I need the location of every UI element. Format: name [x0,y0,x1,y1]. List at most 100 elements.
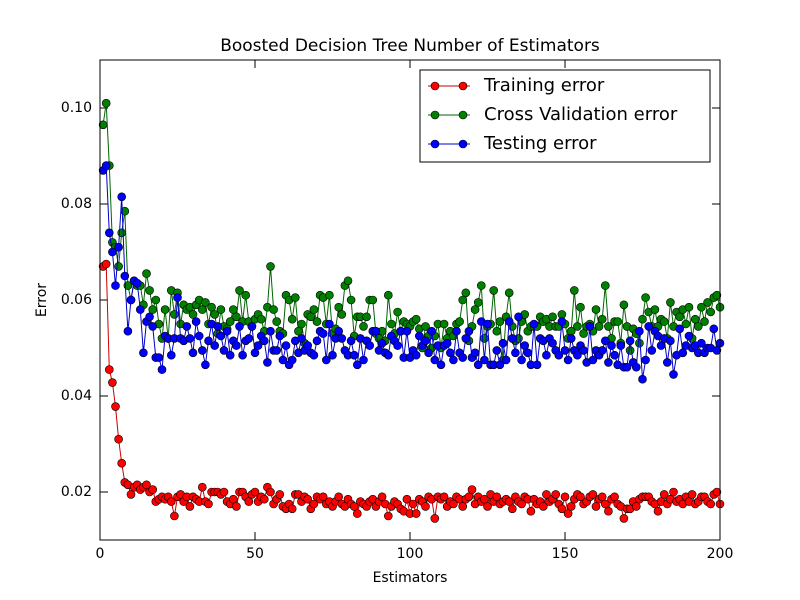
data-point [253,341,263,350]
data-point [662,358,672,367]
data-point [201,360,210,370]
data-point [402,326,412,336]
data-point [461,288,471,298]
data-point [560,492,570,502]
data-point [538,502,548,511]
data-point [377,492,387,502]
data-point [411,509,421,518]
data-point [325,290,334,300]
data-point [352,360,362,370]
data-point [114,434,123,444]
data-point [188,310,198,319]
data-point [712,487,722,497]
data-point [458,295,468,305]
data-point [259,336,269,346]
data-point [449,355,458,365]
data-point [464,492,474,502]
data-point [666,298,675,307]
data-point [250,487,260,497]
data-point [142,269,151,278]
x-tick-label: 0 [96,546,105,562]
data-point [480,355,489,365]
legend-marker [430,81,440,91]
data-point [194,331,204,341]
data-point [563,509,573,518]
data-point [520,341,530,350]
data-point [182,322,192,331]
data-point [210,310,219,319]
data-point [365,341,375,350]
data-point [306,312,316,322]
data-point [507,334,517,343]
x-tick-label: 50 [246,546,264,562]
data-point [142,480,151,490]
data-point [483,502,492,511]
data-point [619,514,629,523]
data-point [105,365,114,374]
data-point [467,485,477,494]
data-point [597,346,607,355]
data-point [464,326,474,336]
data-point [287,355,297,365]
data-point [272,317,282,326]
data-point [114,262,123,271]
data-point [625,336,635,346]
data-point [216,305,226,314]
data-point [666,336,675,346]
data-point [232,341,241,350]
data-point [669,370,678,379]
data-point [548,338,557,348]
data-point [706,499,716,509]
data-point [697,338,706,348]
data-point [281,341,291,350]
data-point [393,341,402,350]
data-point [247,322,257,331]
legend-marker [458,139,468,149]
y-tick-label: 0.08 [61,196,92,212]
data-point [706,307,716,317]
series [98,161,725,384]
data-point [569,286,579,295]
data-point [480,494,489,504]
y-tick-label: 0.02 [61,484,92,500]
data-point [318,492,328,502]
y-tick-label: 0.06 [61,292,92,308]
data-point [111,281,120,290]
data-point [222,326,232,336]
chart-title: Boosted Decision Tree Number of Estimato… [220,36,600,56]
data-point [263,358,272,367]
legend-box [419,69,711,163]
data-point [470,305,480,314]
data-point [309,350,319,360]
data-point [377,338,387,348]
data-point [185,502,195,511]
data-point [309,305,319,314]
data-point [461,334,471,343]
data-point [622,362,632,372]
data-point [690,314,700,324]
data-point [287,314,297,324]
legend-label: Testing error [483,133,597,154]
data-point [681,319,691,329]
data-point [238,350,247,360]
data-point [452,326,461,336]
data-point [678,348,688,358]
data-point [151,295,161,305]
data-point [414,331,424,341]
data-point [191,317,201,326]
data-point [635,326,644,336]
legend-label: Cross Validation error [484,104,678,125]
data-point [259,494,269,504]
data-point [644,322,654,331]
y-tick-label: 0.10 [61,100,92,116]
data-point [458,353,468,362]
data-point [445,348,455,358]
series [98,259,725,523]
x-tick-label: 150 [552,546,579,562]
data-point [278,355,288,365]
data-point [501,355,511,365]
data-point [600,499,610,509]
data-point [321,355,331,365]
data-point [148,485,157,494]
data-point [693,322,703,331]
